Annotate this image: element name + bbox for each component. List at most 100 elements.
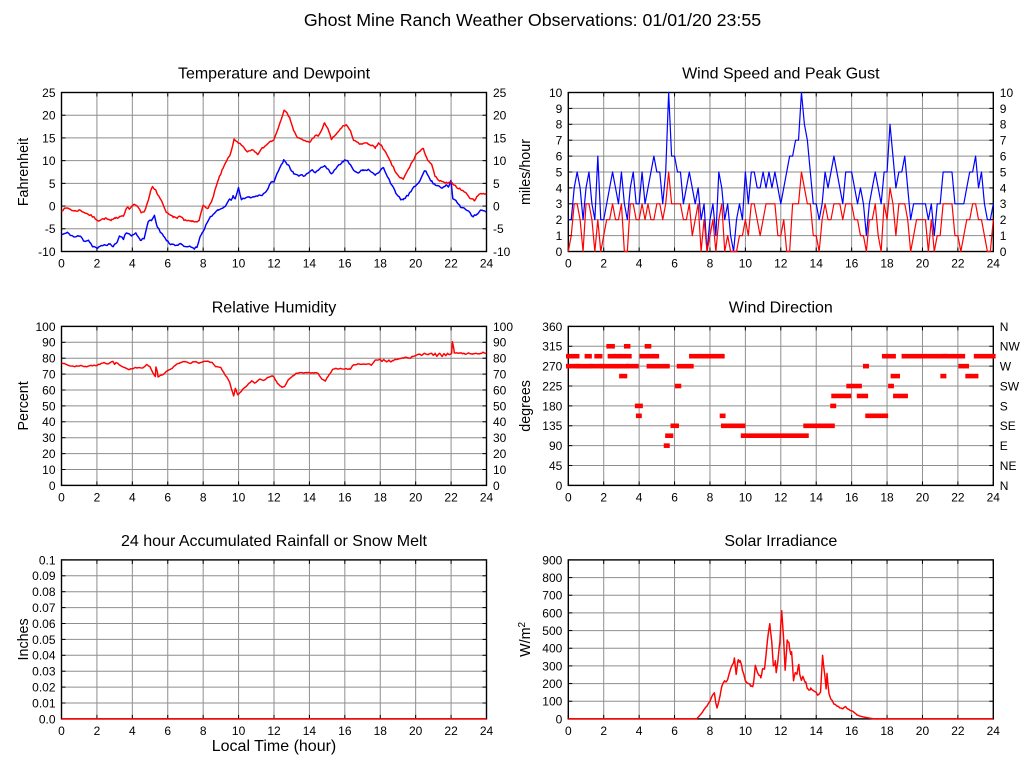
svg-text:90: 90: [42, 336, 56, 350]
svg-text:12: 12: [267, 257, 281, 271]
svg-text:9: 9: [556, 102, 563, 116]
svg-text:Solar Irradiance: Solar Irradiance: [724, 533, 837, 550]
svg-text:18: 18: [374, 257, 388, 271]
svg-text:25: 25: [493, 86, 507, 100]
svg-text:24: 24: [987, 257, 1001, 271]
svg-text:E: E: [1000, 439, 1008, 453]
svg-text:miles/hour: miles/hour: [518, 139, 534, 205]
svg-text:0.09: 0.09: [32, 569, 56, 583]
svg-text:8: 8: [200, 257, 207, 271]
svg-text:Percent: Percent: [16, 381, 32, 430]
svg-text:2: 2: [600, 490, 607, 504]
svg-text:500: 500: [542, 624, 562, 638]
svg-text:24: 24: [987, 490, 1001, 504]
svg-text:10: 10: [739, 490, 753, 504]
svg-text:300: 300: [542, 659, 562, 673]
svg-text:9: 9: [1000, 102, 1007, 116]
svg-text:8: 8: [556, 118, 563, 132]
svg-text:Wind Direction: Wind Direction: [729, 299, 833, 316]
svg-text:45: 45: [549, 459, 563, 473]
svg-text:10: 10: [739, 257, 753, 271]
svg-text:Temperature and Dewpoint: Temperature and Dewpoint: [178, 65, 371, 82]
svg-text:20: 20: [409, 724, 423, 738]
svg-text:1: 1: [1000, 229, 1007, 243]
svg-text:SE: SE: [1000, 419, 1016, 433]
svg-text:8: 8: [200, 490, 207, 504]
svg-text:0.03: 0.03: [32, 665, 56, 679]
svg-text:20: 20: [493, 109, 507, 123]
svg-text:6: 6: [1000, 150, 1007, 164]
svg-text:10: 10: [232, 490, 246, 504]
svg-text:0: 0: [49, 199, 56, 213]
svg-text:4: 4: [636, 724, 643, 738]
svg-text:0: 0: [493, 479, 500, 493]
svg-text:5: 5: [1000, 165, 1007, 179]
svg-text:N: N: [1000, 479, 1009, 493]
svg-text:12: 12: [774, 490, 788, 504]
svg-text:1: 1: [556, 229, 563, 243]
svg-text:20: 20: [493, 447, 507, 461]
svg-text:800: 800: [542, 571, 562, 585]
svg-text:8: 8: [1000, 118, 1007, 132]
svg-text:S: S: [1000, 399, 1008, 413]
svg-text:6: 6: [671, 490, 678, 504]
svg-text:6: 6: [671, 257, 678, 271]
svg-text:6: 6: [164, 257, 171, 271]
svg-text:22: 22: [951, 490, 965, 504]
svg-text:10: 10: [493, 463, 507, 477]
svg-text:2: 2: [94, 724, 101, 738]
svg-text:5: 5: [556, 165, 563, 179]
svg-text:12: 12: [774, 257, 788, 271]
svg-text:16: 16: [338, 724, 352, 738]
svg-text:5: 5: [493, 177, 500, 191]
svg-text:18: 18: [880, 257, 894, 271]
svg-text:0: 0: [556, 245, 563, 259]
svg-text:80: 80: [493, 352, 507, 366]
svg-text:22: 22: [444, 490, 458, 504]
svg-text:22: 22: [951, 724, 965, 738]
svg-text:2: 2: [94, 257, 101, 271]
svg-text:18: 18: [374, 490, 388, 504]
svg-text:8: 8: [707, 257, 714, 271]
svg-text:16: 16: [338, 490, 352, 504]
svg-text:90: 90: [549, 439, 563, 453]
svg-text:0: 0: [565, 724, 572, 738]
svg-text:24: 24: [480, 257, 494, 271]
svg-text:4: 4: [129, 724, 136, 738]
svg-text:70: 70: [42, 368, 56, 382]
svg-text:14: 14: [810, 724, 824, 738]
svg-text:0.0: 0.0: [39, 712, 56, 726]
svg-text:4: 4: [129, 490, 136, 504]
svg-text:24: 24: [480, 724, 494, 738]
svg-text:22: 22: [444, 724, 458, 738]
svg-text:14: 14: [810, 257, 824, 271]
svg-text:4: 4: [556, 181, 563, 195]
svg-text:12: 12: [774, 724, 788, 738]
svg-text:30: 30: [42, 431, 56, 445]
svg-text:0: 0: [58, 257, 65, 271]
svg-text:700: 700: [542, 589, 562, 603]
svg-text:20: 20: [916, 724, 930, 738]
svg-text:100: 100: [542, 695, 562, 709]
svg-text:8: 8: [200, 724, 207, 738]
svg-text:Inches: Inches: [16, 618, 32, 660]
svg-text:14: 14: [303, 724, 317, 738]
svg-text:6: 6: [164, 724, 171, 738]
svg-text:7: 7: [556, 134, 563, 148]
svg-text:0.06: 0.06: [32, 617, 56, 631]
svg-text:10: 10: [739, 724, 753, 738]
svg-text:0: 0: [1000, 245, 1007, 259]
svg-text:0.07: 0.07: [32, 601, 56, 615]
svg-text:60: 60: [493, 383, 507, 397]
svg-text:50: 50: [42, 399, 56, 413]
svg-text:8: 8: [707, 724, 714, 738]
svg-text:14: 14: [303, 490, 317, 504]
svg-text:10: 10: [42, 463, 56, 477]
svg-text:16: 16: [845, 724, 859, 738]
svg-text:4: 4: [636, 257, 643, 271]
svg-text:3: 3: [1000, 197, 1007, 211]
svg-text:6: 6: [671, 724, 678, 738]
svg-text:NW: NW: [1000, 340, 1021, 354]
svg-text:135: 135: [542, 419, 562, 433]
svg-text:270: 270: [542, 360, 562, 374]
